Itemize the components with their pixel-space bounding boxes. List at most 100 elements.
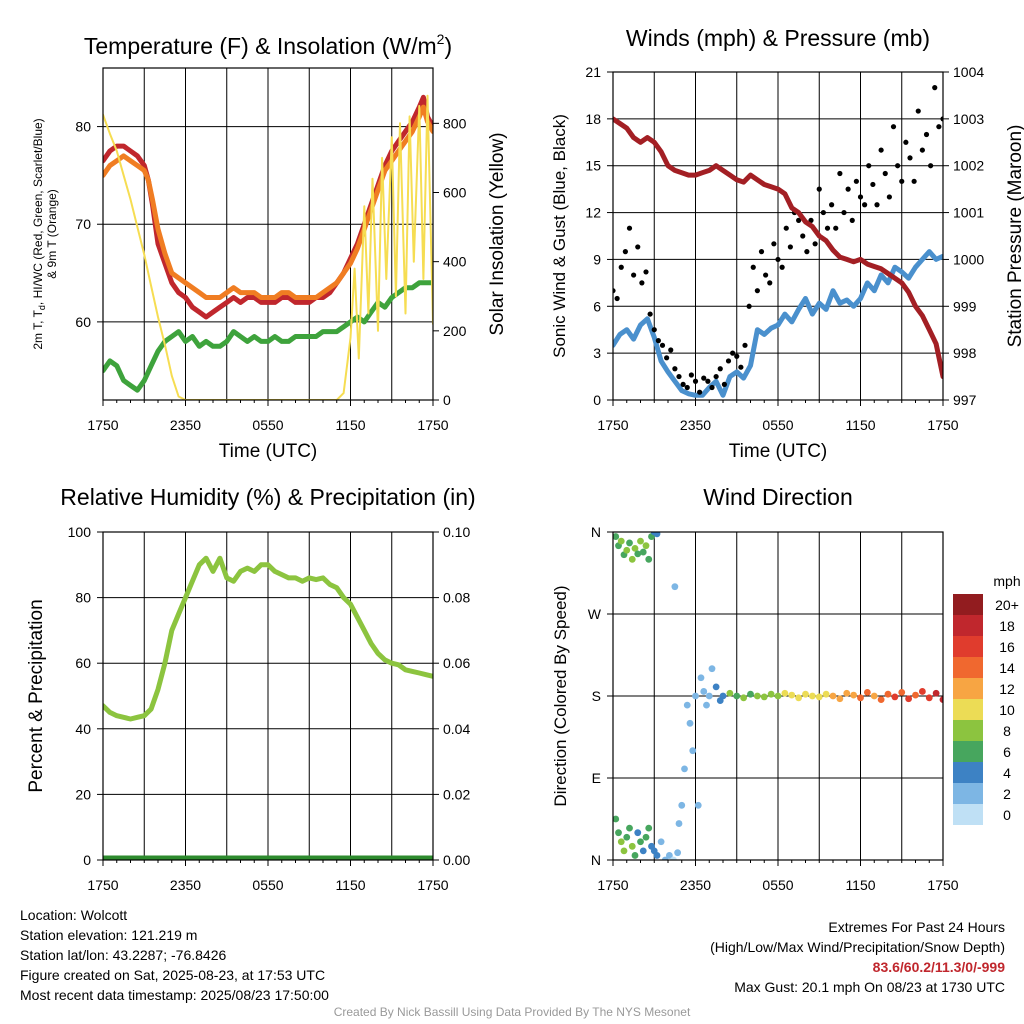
direction-point [670,856,677,860]
temp-xtick-label: 2350 [170,417,201,433]
wind-y2tick-label: 1002 [953,158,984,174]
gust-point [664,355,670,361]
speed-legend: mph 20+ 18 16 14 12 10 8 6 4 2 0 [953,573,1021,825]
direction-point [939,696,943,704]
legend-label: 12 [999,681,1015,697]
legend-label: 0 [1003,807,1011,823]
direction-point [774,692,782,700]
rh-ytick-label: 80 [75,590,91,606]
gust-point [742,342,748,348]
dir-title: Wind Direction [703,484,853,510]
gust-point [643,269,649,275]
gust-point [936,124,942,130]
rh-xtick-label: 1750 [87,877,118,893]
gust-point [862,202,868,208]
rh-xtick-label: 2350 [170,877,201,893]
gust-point [882,170,888,177]
location-text: Location: Wolcott [20,907,128,923]
temp-xtick-label: 1750 [87,417,118,433]
gust-point [796,217,802,223]
rh-ytick-label: 100 [68,524,92,540]
gust-point [688,372,694,378]
gust-point [787,244,793,250]
dir-ytick-label: N [591,852,601,868]
direction-point [726,689,734,697]
direction-point [760,693,768,701]
direction-point [686,719,694,727]
rh-chart: 1750 2350 0550 1150 1750 0 20 40 60 80 100 0.00 0.02… [26,484,476,893]
gust-point [837,170,843,177]
temp-ylabel-line1: 2m T, Td, HI/WC (Red, Green, Scarlet/Blu… [31,118,47,349]
gust-point [816,186,822,192]
wind-ytick-label: 9 [593,251,601,267]
gust-point [659,342,666,348]
temp-y2tick-label: 600 [443,185,467,201]
legend-label: 14 [999,660,1015,676]
direction-point [628,842,636,850]
gust-point [849,217,855,223]
wind-ytick-label: 18 [585,111,601,127]
direction-point [925,694,933,702]
temp-y2tick-label: 0 [443,392,451,408]
gust-point [915,108,921,114]
temp-chart: 1750 2350 0550 1150 17506070800200400600800T… [31,31,508,462]
dir-ytick-label: W [588,606,602,622]
gust-point [684,384,690,391]
direction-point [719,692,727,700]
direction-point [613,533,620,540]
wind-y2tick-label: 1004 [953,64,984,80]
dir-ytick-label: E [592,770,601,786]
temp-ylabel-line2: & 9m T (Orange) [45,189,59,279]
direction-point [694,801,702,809]
temp-xtick-label: 0550 [252,417,283,433]
gust-point [779,264,785,270]
rh-ytick-label: 60 [75,655,91,671]
dir-plot-area [613,532,943,860]
gust-point [651,327,657,333]
direction-point [681,765,688,773]
legend-swatch [953,615,983,636]
temp-ylabel-sub: d [37,305,47,310]
legend-swatch [953,783,983,804]
temp-plot-area [103,94,433,400]
gust-point [895,163,901,169]
temp-title-close: ) [444,33,452,59]
legend-label: 6 [1003,744,1011,760]
dir-xtick-label: 1750 [927,877,958,893]
max-gust-text: Max Gust: 20.1 mph On 08/23 at 1730 UTC [734,979,1005,995]
wind-xlabel: Time (UTC) [729,441,828,462]
gust-point [771,241,777,247]
direction-point [637,537,644,545]
direction-point [932,689,940,697]
wind-y2tick-label: 998 [953,345,977,361]
direction-point [815,693,823,701]
gust-point [622,249,628,255]
direction-point [683,701,691,709]
dir-xtick-label: 1750 [597,877,628,893]
temp-y2tick-label: 800 [443,115,467,131]
rh-xtick-label: 1150 [335,877,365,893]
gust-point [932,85,938,91]
legend-label: 20+ [995,597,1019,613]
gust-point [845,186,851,192]
direction-point [753,692,761,700]
rh-xtick-label: 0550 [252,877,283,893]
wind-ytick-label: 21 [585,64,601,80]
rh-y2tick-label: 0.02 [443,786,470,802]
wind-y2tick-label: 1001 [953,205,984,221]
temp-xtick-label: 1150 [335,417,365,433]
legend-label: 8 [1003,723,1011,739]
direction-point [642,542,650,550]
gust-point [870,181,876,188]
extremes-title: Extremes For Past 24 Hours [828,919,1005,935]
direction-point [631,852,639,859]
direction-point [623,546,631,554]
direction-point [634,550,642,558]
wind-ytick-label: 3 [593,345,601,361]
rh-ytick-label: 20 [75,786,91,802]
rh-y2tick-label: 0.10 [443,524,470,540]
legend-label: 4 [1003,765,1011,781]
direction-point [637,838,644,846]
direction-point [689,747,697,755]
gust-point [804,249,810,255]
